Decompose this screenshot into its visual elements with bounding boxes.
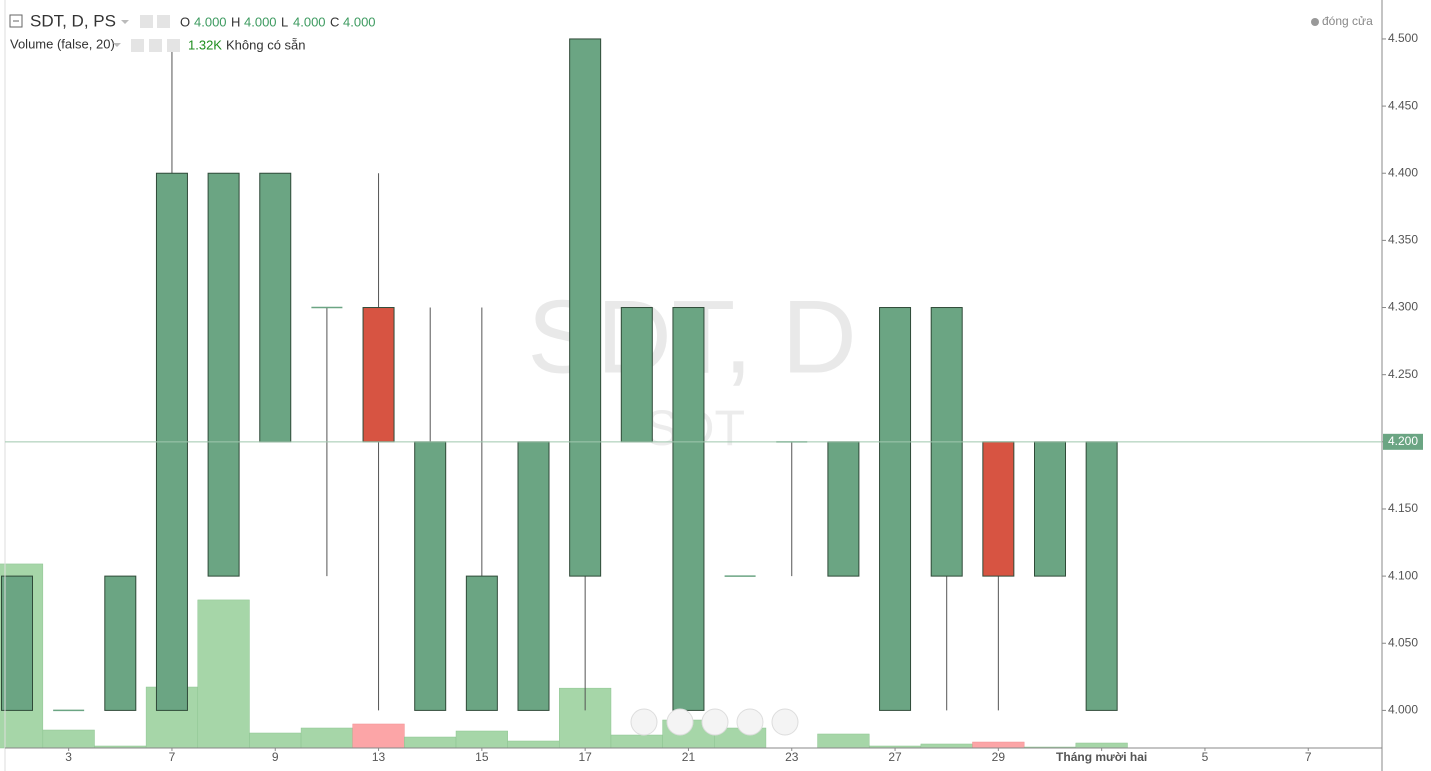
volume-bar xyxy=(249,732,302,749)
nav-buttons xyxy=(630,708,799,736)
candle-body xyxy=(620,307,653,443)
y-tick-label: 4.100 xyxy=(1388,568,1418,582)
y-tick-label: 4.300 xyxy=(1388,300,1418,314)
x-tick-label: 29 xyxy=(992,750,1006,764)
volume-bar xyxy=(300,727,353,749)
ohlc-key: H xyxy=(231,14,240,29)
candle-body xyxy=(1085,441,1118,711)
collapse-button[interactable] xyxy=(9,14,23,28)
ohlc-key: L xyxy=(281,14,288,29)
x-tick-label: 17 xyxy=(578,750,592,764)
candle-body xyxy=(1034,441,1066,577)
x-tick-label: 23 xyxy=(785,750,799,764)
x-tick-label: 21 xyxy=(682,750,696,764)
x-tick-label: 7 xyxy=(1305,750,1312,764)
volume-status: Không có sẵn xyxy=(226,37,306,52)
icon[interactable] xyxy=(149,39,162,52)
candle-body xyxy=(1,575,33,711)
candle-body xyxy=(569,38,602,577)
volume-bar xyxy=(507,740,560,749)
y-tick-label: 4.350 xyxy=(1388,233,1418,247)
x-tick-label: 15 xyxy=(475,750,489,764)
icon[interactable] xyxy=(167,39,180,52)
y-tick-label: 4.250 xyxy=(1388,367,1418,381)
caret[interactable] xyxy=(113,43,121,47)
volume-bar xyxy=(197,599,250,749)
y-tick-label: 4.400 xyxy=(1388,165,1418,179)
volume-bar xyxy=(404,736,457,749)
ohlc-key: C xyxy=(330,14,339,29)
x-tick-label: 13 xyxy=(372,750,386,764)
candle-body xyxy=(362,307,395,443)
legend-label: đóng cửa xyxy=(1322,14,1373,28)
icon[interactable] xyxy=(140,15,153,28)
x-tick-label: Tháng mười hai xyxy=(1056,750,1147,764)
volume-bar xyxy=(610,734,663,749)
ohlc-value: 4.000 xyxy=(244,14,277,29)
candle-body xyxy=(465,575,498,711)
candle-body xyxy=(879,307,912,711)
symbol-title: SDT, D, PS xyxy=(30,11,116,30)
y-tick-label: 4.000 xyxy=(1388,703,1418,717)
nav-right[interactable] xyxy=(771,708,799,736)
caret[interactable] xyxy=(121,20,129,24)
volume-bar xyxy=(920,743,973,749)
volume-bar xyxy=(1075,742,1128,749)
nav-zoom-out[interactable] xyxy=(666,708,694,736)
y-tick-label: 4.050 xyxy=(1388,635,1418,649)
ohlc-value: 4.000 xyxy=(343,14,376,29)
ohlc-key: O xyxy=(180,14,190,29)
nav-zoom-in[interactable] xyxy=(736,708,764,736)
candle-body xyxy=(672,307,705,711)
icon[interactable] xyxy=(131,39,144,52)
candle-body xyxy=(259,172,292,443)
volume-bar xyxy=(352,723,405,749)
last-price-box xyxy=(1383,433,1423,450)
header: SDT, D, PS O 4.000 H 4.000 L 4.000 C 4.0… xyxy=(9,11,1373,52)
volume-value: 1.32K xyxy=(188,37,222,52)
ohlc-value: 4.000 xyxy=(293,14,326,29)
nav-reset[interactable] xyxy=(701,708,729,736)
last-price-label: 4.200 xyxy=(1388,434,1418,448)
volume-title: Volume (false, 20) xyxy=(10,36,115,51)
volume-bar xyxy=(817,733,870,749)
x-tick-label: 3 xyxy=(65,750,72,764)
axes-layer: 4.000 4.050 4.100 4.150 4.200 4.250 4.300 4.350… xyxy=(4,0,1423,771)
x-tick-label: 9 xyxy=(272,750,279,764)
legend-dot xyxy=(1311,18,1319,26)
x-tick-label: 27 xyxy=(888,750,902,764)
volume-bar xyxy=(42,729,95,749)
candle-body xyxy=(517,441,550,711)
icon[interactable] xyxy=(157,15,170,28)
y-tick-label: 4.500 xyxy=(1388,31,1418,45)
ohlc-value: 4.000 xyxy=(194,14,227,29)
volume-bar xyxy=(455,730,508,749)
x-tick-label: 5 xyxy=(1202,750,1209,764)
y-tick-label: 4.150 xyxy=(1388,501,1418,515)
nav-left[interactable] xyxy=(630,708,658,736)
candle-layer xyxy=(1,38,1118,712)
candle-body xyxy=(982,441,1015,577)
candle-body xyxy=(207,172,240,577)
y-tick-label: 4.450 xyxy=(1388,98,1418,112)
candle-body xyxy=(827,441,860,577)
candle-body xyxy=(414,441,447,711)
candle-body xyxy=(104,575,137,711)
volume-bar xyxy=(972,741,1025,749)
x-tick-label: 7 xyxy=(169,750,176,764)
